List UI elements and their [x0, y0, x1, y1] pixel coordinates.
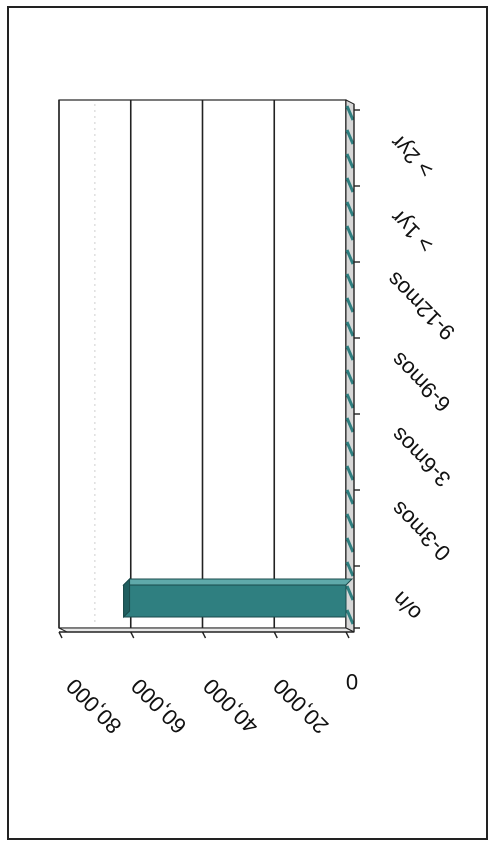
value-tick-mark: [130, 631, 135, 639]
wall-stripe: [345, 153, 355, 169]
category-tick-label: 0-3mos: [386, 496, 456, 566]
value-tick-label: 40,000: [198, 674, 263, 739]
wall-stripe: [345, 441, 355, 457]
wall-stripe: [345, 465, 355, 481]
wall-stripe: [345, 585, 355, 601]
wall-stripe: [345, 345, 355, 361]
value-tick-label: 0: [346, 669, 358, 694]
wall-stripe: [345, 129, 355, 145]
category-tick-label: 9-12mos: [382, 267, 460, 345]
wall-stripe: [345, 513, 355, 529]
bar-top-face: [122, 578, 354, 586]
wall-stripe: [345, 297, 355, 313]
bar-o-n: [122, 577, 354, 619]
wall-stripe: [345, 273, 355, 289]
value-tick-mark: [273, 631, 278, 639]
value-tick-label: 80,000: [61, 674, 126, 739]
category-tick-label: > 1yr: [385, 205, 438, 258]
value-tick-mark: [201, 631, 207, 639]
value-tick-mark: [345, 631, 350, 639]
wall-stripe: [345, 177, 355, 193]
wall-stripe: [345, 369, 355, 385]
wall-stripe: [345, 249, 355, 265]
wall-stripe: [345, 225, 355, 241]
wall-stripe: [345, 609, 355, 625]
wall-stripe: [345, 561, 355, 577]
wall-stripe: [345, 321, 355, 337]
category-tick-label: > 2yr: [385, 130, 438, 183]
bar-end-face: [123, 577, 131, 619]
value-tick-label: 20,000: [268, 674, 333, 739]
bar-front-face: [123, 584, 347, 618]
value-tick-mark: [58, 631, 63, 639]
axes: [58, 104, 360, 639]
wall-stripe: [345, 537, 355, 553]
bars: [122, 577, 354, 619]
wall-stripe: [345, 201, 355, 217]
wall-stripe: [345, 417, 355, 433]
wall-stripe: [345, 393, 355, 409]
value-tick-label: 60,000: [126, 674, 191, 739]
wall-stripe: [345, 105, 355, 121]
category-tick-label: o/n: [387, 587, 426, 626]
category-tick-label: 3-6mos: [386, 422, 456, 492]
wall-stripe: [345, 489, 355, 505]
category-tick-label: 6-9mos: [386, 347, 456, 417]
